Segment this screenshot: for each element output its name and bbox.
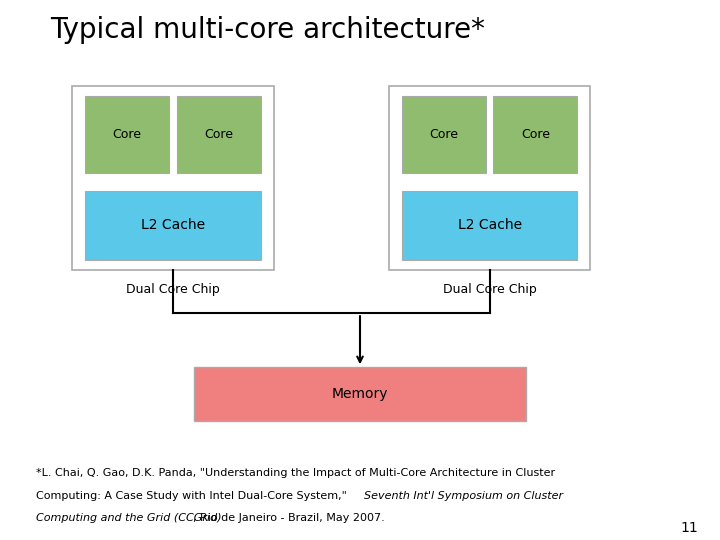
Bar (176, 96, 261, 173)
Text: Typical multi-core architecture*: Typical multi-core architecture* (50, 16, 485, 44)
Text: L2 Cache: L2 Cache (140, 218, 205, 232)
Bar (389, 86, 590, 270)
Bar (194, 367, 526, 421)
Text: Seventh Int'l Symposium on Cluster: Seventh Int'l Symposium on Cluster (364, 491, 563, 501)
Bar (402, 96, 486, 173)
Bar (72, 86, 274, 270)
Text: Memory: Memory (332, 387, 388, 401)
Text: Core: Core (521, 128, 550, 141)
Bar (493, 96, 577, 173)
Text: 11: 11 (680, 521, 698, 535)
Text: Dual Core Chip: Dual Core Chip (126, 284, 220, 296)
Text: Computing and the Grid (CCGrid): Computing and the Grid (CCGrid) (36, 512, 222, 523)
Text: L2 Cache: L2 Cache (457, 218, 522, 232)
Text: Computing: A Case Study with Intel Dual-Core System,": Computing: A Case Study with Intel Dual-… (36, 491, 351, 501)
Bar (85, 191, 261, 260)
Text: , Rio de Janeiro - Brazil, May 2007.: , Rio de Janeiro - Brazil, May 2007. (193, 512, 384, 523)
Text: Core: Core (204, 128, 233, 141)
Bar (402, 191, 577, 260)
Text: Dual Core Chip: Dual Core Chip (443, 284, 536, 296)
Text: Core: Core (112, 128, 141, 141)
Text: *L. Chai, Q. Gao, D.K. Panda, "Understanding the Impact of Multi-Core Architectu: *L. Chai, Q. Gao, D.K. Panda, "Understan… (36, 468, 555, 478)
Bar (85, 96, 169, 173)
Text: Core: Core (429, 128, 458, 141)
